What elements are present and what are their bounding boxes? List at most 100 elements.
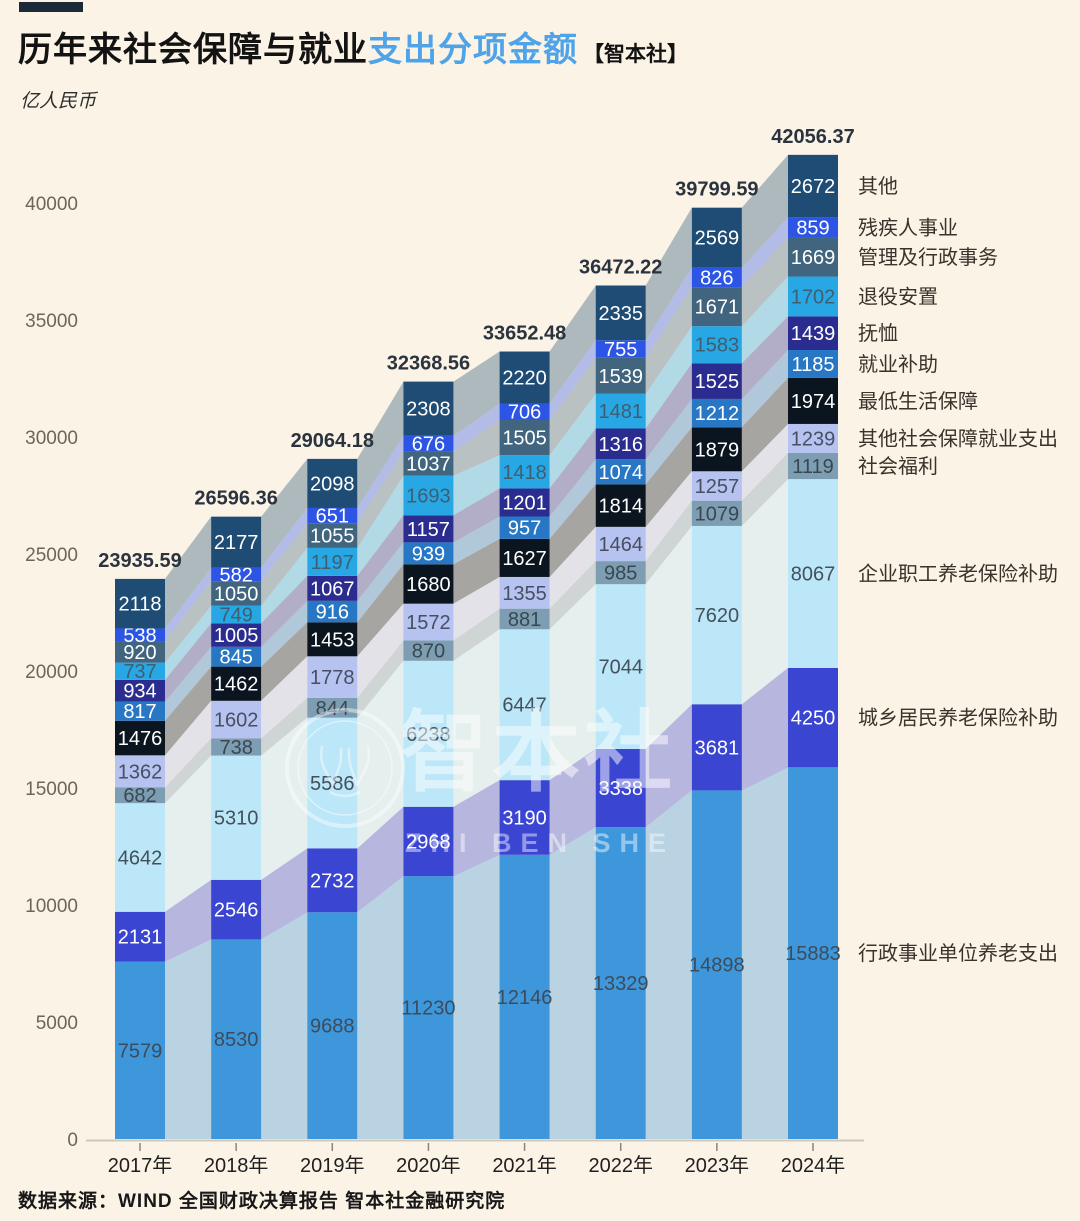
- bar-segment: [788, 667, 838, 768]
- bar-segment: [499, 780, 550, 855]
- bar-segment-label: 5586: [310, 773, 355, 795]
- category-label: 城乡居民养老保险补助: [858, 707, 1058, 730]
- page-title: 历年来社会保障与就业支出分项金额 【智本社】: [18, 22, 688, 71]
- ribbon: [261, 547, 308, 624]
- category-label: 就业补助: [858, 353, 938, 376]
- bar-segment-label: 1439: [791, 323, 836, 345]
- bar-segment: [307, 507, 358, 524]
- bar-segment-label: 1197: [311, 552, 354, 574]
- ribbon: [357, 640, 404, 718]
- year-label: 2017年: [108, 1154, 173, 1177]
- bar-segment: [788, 377, 838, 424]
- bar-segment-label: 2569: [695, 228, 740, 250]
- bar-segment: [307, 912, 358, 1139]
- bar-segment-label: 7044: [598, 657, 643, 679]
- bar-segment: [403, 660, 454, 807]
- year-label: 2021年: [492, 1154, 557, 1177]
- bar-segment-label: 2131: [118, 927, 163, 949]
- ribbon: [261, 600, 308, 667]
- year-label: 2020年: [396, 1154, 461, 1177]
- bar-segment: [211, 939, 262, 1139]
- bar-segment: [595, 285, 646, 341]
- watermark: 智本社 ZHI BEN SHE: [285, 703, 672, 858]
- bar-segment: [595, 340, 646, 358]
- bar-segment-label: 1067: [310, 578, 355, 600]
- ribbon: [549, 748, 596, 855]
- bar-segment: [499, 351, 550, 404]
- bar-segment-label: 817: [123, 701, 156, 723]
- bar-segment-label: 1157: [407, 519, 450, 541]
- bar-segment-label: 737: [123, 661, 156, 683]
- bar-segment-label: 5310: [214, 808, 259, 830]
- ribbon: [165, 567, 212, 642]
- bar-segment: [307, 600, 358, 623]
- ribbon: [453, 516, 500, 565]
- bar-segment-label: 4642: [118, 847, 163, 869]
- year-label: 2024年: [781, 1154, 846, 1177]
- bar-segment: [211, 666, 262, 701]
- ribbon: [645, 207, 692, 341]
- bar-segment-label: 1212: [695, 403, 740, 425]
- bar-segment: [307, 848, 358, 913]
- bar-segment-label: 8067: [791, 564, 836, 586]
- bar-segment-label: 1583: [695, 335, 740, 357]
- bar-segment: [499, 629, 550, 781]
- ribbon: [261, 697, 308, 756]
- bar-segment: [403, 640, 454, 661]
- bar-segment-label: 1974: [791, 391, 836, 413]
- ribbon: [549, 584, 596, 781]
- bar-segment: [307, 656, 358, 698]
- ribbon: [741, 237, 788, 327]
- ribbon: [645, 500, 692, 585]
- bar-segment-label: 881: [508, 609, 541, 631]
- bar-segment-label: 1476: [118, 728, 163, 750]
- bar-segment: [499, 516, 550, 539]
- year-label: 2022年: [588, 1154, 653, 1177]
- ribbon: [741, 316, 788, 399]
- bar-segment: [211, 567, 262, 582]
- bar-segment-label: 2335: [598, 303, 643, 325]
- total-label: 33652.48: [483, 323, 566, 345]
- ribbon: [645, 287, 692, 394]
- bar-segment: [595, 459, 646, 485]
- ribbon: [741, 276, 788, 364]
- bar-segment-label: 1481: [598, 401, 643, 423]
- ribbon: [645, 326, 692, 429]
- ribbon: [165, 939, 212, 1139]
- bar-segment-label: 859: [796, 217, 829, 239]
- bar-segment: [403, 435, 454, 452]
- bar-segment: [307, 622, 358, 657]
- bar-segment: [211, 700, 262, 739]
- bar-segment: [788, 767, 838, 1139]
- ribbon: [453, 629, 500, 807]
- year-label: 2023年: [685, 1154, 750, 1177]
- ribbon: [261, 848, 308, 940]
- bar-segment: [211, 646, 262, 667]
- ribbon: [165, 581, 212, 663]
- ribbon: [741, 377, 788, 472]
- category-label: 管理及行政事务: [858, 246, 998, 269]
- bar-segment: [595, 584, 646, 749]
- bar-segment-label: 1074: [598, 462, 643, 484]
- ribbon: [741, 767, 788, 1139]
- bar-segment-label: 1464: [598, 534, 643, 556]
- bar-segment-label: 920: [123, 642, 156, 664]
- accent-dash: [19, 2, 83, 12]
- ribbon: [549, 428, 596, 517]
- total-label: 29064.18: [291, 430, 374, 452]
- year-label: 2019年: [300, 1154, 365, 1177]
- bar-segment-label: 6238: [406, 724, 451, 746]
- bar-segment: [307, 697, 358, 718]
- bar-segment: [788, 217, 838, 238]
- bar-segment: [691, 363, 742, 399]
- bar-segment-label: 934: [123, 681, 156, 703]
- ribbon: [357, 515, 404, 601]
- ribbon: [741, 667, 788, 791]
- bar-segment-label: 9688: [310, 1016, 355, 1038]
- ribbon: [261, 912, 308, 1139]
- bar-segment: [499, 419, 550, 456]
- bar-segment-label: 1037: [406, 454, 451, 476]
- bar-segment: [115, 662, 165, 680]
- ribbon: [453, 403, 500, 452]
